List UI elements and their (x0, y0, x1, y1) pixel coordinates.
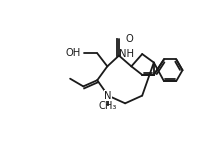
Text: NH: NH (119, 49, 134, 59)
Text: N: N (104, 91, 112, 101)
Text: CH₃: CH₃ (99, 101, 117, 111)
Text: OH: OH (66, 48, 81, 58)
Text: O: O (125, 34, 133, 44)
